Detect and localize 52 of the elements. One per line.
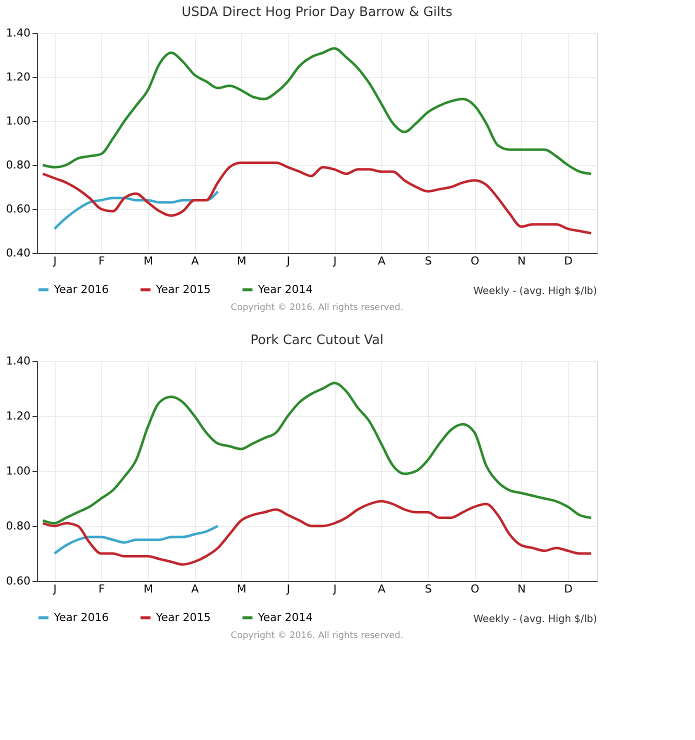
x-tick-label: J	[286, 254, 290, 268]
legend-label: Year 2014	[257, 610, 313, 624]
y-tick-label: 0.60	[6, 202, 30, 216]
legend-label: Year 2015	[155, 282, 211, 296]
y-tick-label: 0.80	[6, 158, 30, 172]
line-series	[42, 382, 592, 524]
line-series	[42, 162, 592, 234]
text: Copyright © 2016. All rights reserved.	[230, 303, 404, 313]
x-tick-label: A	[191, 582, 200, 596]
y-tick-label: 0.40	[6, 246, 30, 260]
text: Copyright © 2016. All rights reserved.	[230, 631, 404, 641]
x-tick-label: O	[470, 254, 480, 268]
legend-label: Year 2016	[53, 282, 109, 296]
legend-label: Year 2016	[53, 610, 109, 624]
x-tick-label: M	[236, 254, 246, 268]
x-tick-label: J	[332, 582, 337, 596]
y-tick-label: 1.20	[6, 410, 30, 422]
y-tick-label: 1.40	[6, 354, 30, 368]
x-tick-label: S	[424, 254, 432, 268]
x-tick-label: J	[52, 582, 57, 596]
x-tick-label: D	[564, 582, 573, 596]
x-tick-label: F	[98, 582, 105, 596]
x-tick-label: A	[378, 582, 386, 596]
x-tick-label: M	[144, 582, 154, 596]
x-tick-label: F	[98, 254, 105, 268]
x-tick-label: D	[564, 254, 573, 268]
x-tick-label: O	[470, 582, 480, 596]
x-tick-label: M	[236, 582, 246, 596]
y-tick-label: 0.80	[6, 520, 30, 532]
chart-title: Pork Carc Cutout Val	[250, 333, 384, 348]
text: Weekly - (avg. High $/lb)	[473, 286, 598, 297]
line-series	[42, 47, 592, 176]
y-tick-label: 1.00	[6, 114, 30, 128]
line-series	[42, 500, 592, 566]
y-tick-label: 1.20	[6, 70, 30, 84]
x-tick-label: S	[424, 582, 432, 596]
legend-label: Year 2015	[155, 610, 211, 624]
y-tick-label: 1.40	[6, 26, 30, 40]
x-tick-label: J	[332, 254, 337, 268]
x-tick-label: J	[286, 582, 290, 596]
x-tick-label: J	[52, 254, 57, 268]
x-tick-label: A	[191, 254, 200, 268]
x-tick-label: N	[518, 254, 526, 268]
y-tick-label: 0.60	[6, 574, 30, 588]
x-tick-label: N	[518, 582, 526, 596]
text: Weekly - (avg. High $/lb)	[473, 614, 598, 625]
line-series	[53, 524, 220, 555]
y-tick-label: 1.00	[6, 464, 30, 478]
x-tick-label: A	[378, 254, 386, 268]
x-tick-label: M	[144, 254, 154, 268]
legend-label: Year 2014	[257, 282, 313, 296]
chart-title: USDA Direct Hog Prior Day Barrow & Gilts	[182, 5, 453, 20]
